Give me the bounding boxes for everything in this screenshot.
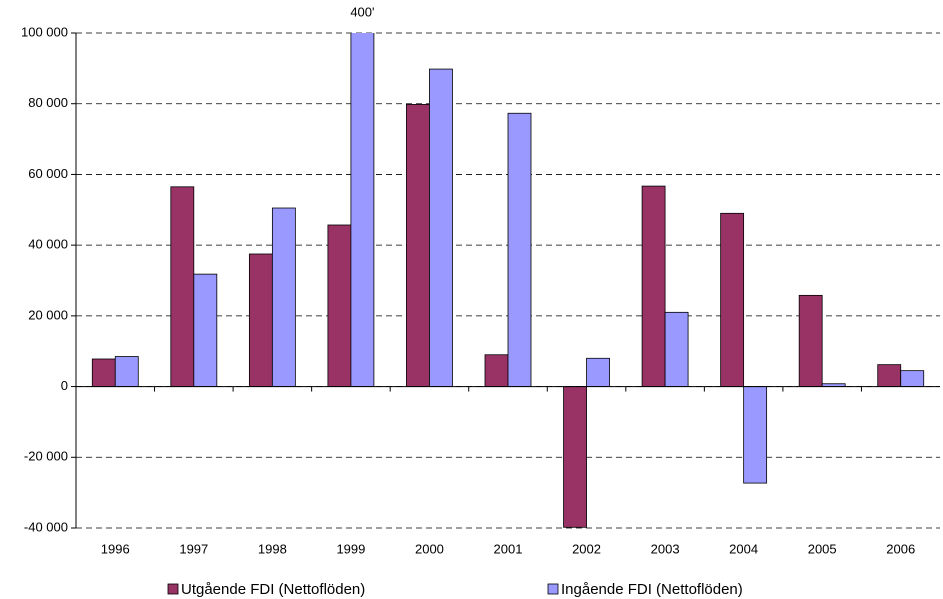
y-tick-label: 0 (61, 378, 68, 393)
y-tick-label: 40 000 (28, 237, 68, 252)
x-tick-label: 2002 (572, 541, 601, 556)
x-tick-label: 1996 (101, 541, 130, 556)
bar (507, 112, 532, 387)
legend-swatch (547, 583, 559, 595)
bar (248, 253, 273, 387)
legend-label: Utgående FDI (Nettoflöden) (181, 581, 365, 598)
bar (586, 357, 610, 387)
y-tick-label: 20 000 (28, 307, 68, 322)
bar (664, 311, 689, 387)
x-tick-label: 1998 (258, 541, 287, 556)
bar (271, 207, 296, 387)
x-tick-label: 2004 (729, 541, 758, 556)
x-tick-label: 2003 (651, 541, 680, 556)
y-tick-label: 80 000 (28, 95, 68, 110)
bar (114, 356, 139, 387)
x-tick-label: 2000 (415, 541, 444, 556)
y-tick-label: -40 000 (24, 519, 68, 534)
x-tick-label: 1999 (336, 541, 365, 556)
bar (484, 354, 509, 387)
x-tick-label: 2006 (886, 541, 915, 556)
bar (170, 186, 195, 387)
y-tick-label: -20 000 (24, 449, 68, 464)
x-tick-label: 2005 (808, 541, 837, 556)
legend-label: Ingående FDI (Nettoflöden) (561, 581, 743, 598)
bar (563, 386, 587, 528)
bar (406, 104, 430, 387)
x-tick-label: 2001 (494, 541, 523, 556)
overlay: 1996 1997 1998 1999 2000 2001 2002 2003 2004 2005… (75, 4, 940, 556)
bar (429, 68, 453, 387)
bar (720, 212, 745, 387)
bar (877, 364, 902, 387)
legend: Utgående FDI (Nettoflöden) Ingående FDI (… (167, 581, 743, 598)
bars (91, 33, 925, 528)
y-tick-label: 60 000 (28, 166, 68, 181)
x-tick-label: 1997 (179, 541, 208, 556)
y-tick-label: 100 000 (21, 24, 68, 39)
grid: -40 000 -20 000 0 20 000 40 000 60 000 80 000 1… (21, 24, 940, 534)
legend-swatch (167, 583, 179, 595)
bar (193, 273, 218, 387)
bar (641, 185, 666, 387)
bar (743, 386, 768, 484)
bar (900, 370, 925, 387)
bar (91, 358, 116, 387)
value-label: 400' (350, 4, 374, 19)
bar (327, 224, 352, 387)
bar (350, 33, 375, 387)
bar (798, 294, 823, 387)
